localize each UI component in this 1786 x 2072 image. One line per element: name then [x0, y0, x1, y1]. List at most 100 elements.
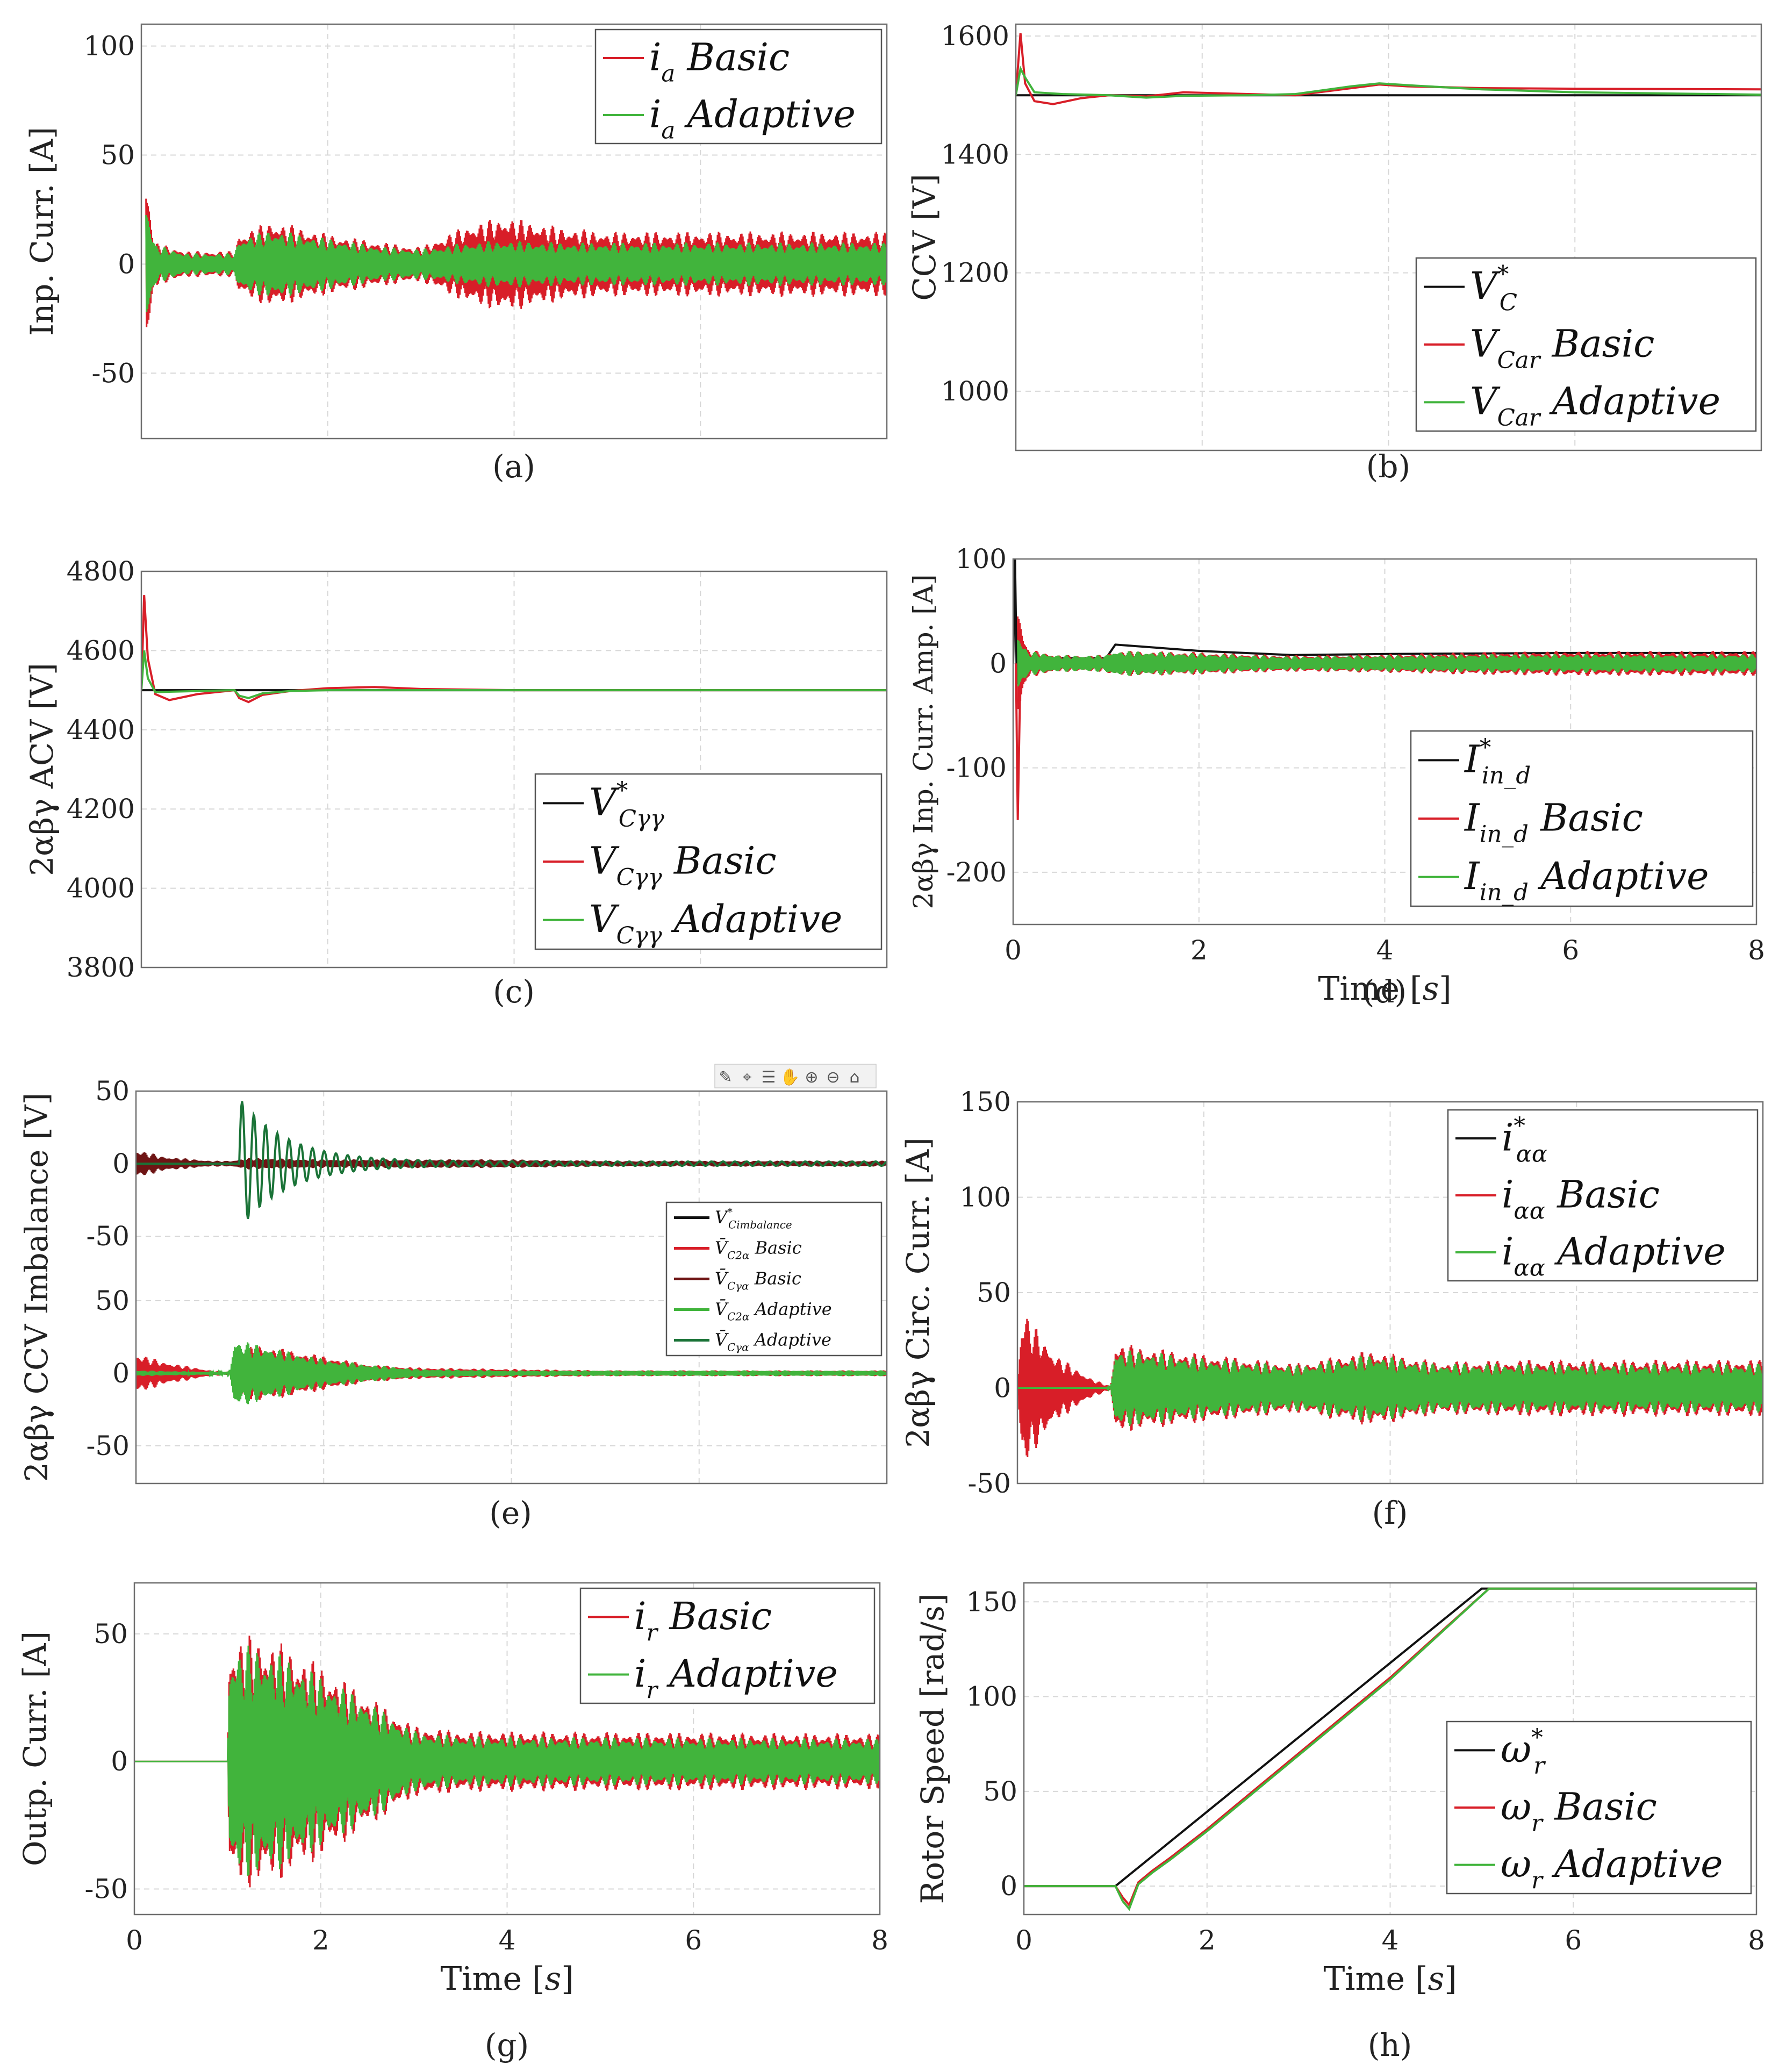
brush-icon[interactable]: ✎ — [719, 1068, 732, 1087]
legend-entry: ia Adaptive — [649, 92, 856, 144]
y-tick-label: 4200 — [67, 793, 135, 825]
y-tick-label: -50 — [967, 1468, 1011, 1499]
legend-entry: ia Basic — [649, 35, 790, 87]
legend-box — [1415, 257, 1757, 432]
caption: (g) — [485, 2027, 529, 2063]
y-tick-label: 0 — [118, 248, 135, 279]
toolbar-bg — [714, 1064, 877, 1088]
y-tick-label: 100 — [956, 543, 1007, 575]
home-icon[interactable]: ⌂ — [849, 1068, 859, 1087]
series-ω-r-adaptive — [1024, 1587, 1756, 1911]
x-axis-label: Time [s] — [1318, 970, 1451, 1008]
legend-entry: Iin_d Basic — [1464, 795, 1643, 848]
series-group — [1013, 559, 1756, 820]
y-tick-labels: 4800 4600 4400 4200 4000 3800 — [67, 556, 135, 983]
legend-entry: ωr Adaptive — [1501, 1842, 1723, 1894]
legend-icon[interactable]: ☰ — [762, 1068, 776, 1087]
series-group — [145, 198, 887, 327]
legend-entry: I* in_d — [1464, 734, 1531, 790]
caption: (d) — [1362, 973, 1407, 1010]
y-axis-label: CCV [V] — [906, 174, 943, 300]
legend-entry: V* Cγγ — [589, 777, 664, 833]
y-tick-label: 0 — [112, 1148, 130, 1179]
series-i-a-adaptive — [145, 215, 887, 312]
y-axis-label: Inp. Curr. [A] — [24, 127, 60, 336]
y-axis-label: 2αβγ Inp. Curr. Amp. [A] — [908, 575, 939, 909]
legend-box — [1410, 730, 1754, 907]
y-tick-label: -50 — [84, 1874, 128, 1905]
legend-entry: V̄C2α Adaptive — [715, 1299, 832, 1323]
x-tick-label: 2 — [1199, 1925, 1216, 1956]
legend-entry: Iin_d Adaptive — [1464, 854, 1709, 906]
series-group — [1024, 1587, 1756, 1911]
x-tick-label: 2 — [1190, 935, 1208, 966]
y-tick-label: 50 — [977, 1277, 1011, 1308]
series-v-cγγ-adaptive — [141, 650, 887, 699]
y-tick-label: -50 — [86, 1221, 130, 1252]
caption: (h) — [1368, 2027, 1412, 2063]
y-tick-label: 100 — [966, 1681, 1017, 1712]
y-axis-label: 2αβγ ACV [V] — [24, 663, 60, 876]
legend-entry: ir Basic — [634, 1594, 772, 1646]
legend-entry: V̄Cγα Basic — [715, 1268, 801, 1293]
series-group — [1016, 33, 1761, 105]
y-tick-label: 150 — [966, 1586, 1017, 1617]
series-i-in-d-reference — [1013, 559, 1756, 685]
y-axis-label: Outp. Curr. [A] — [17, 1631, 53, 1866]
y-tick-label: 100 — [84, 31, 135, 62]
legend-box — [534, 773, 883, 950]
y-tick-label: 100 — [960, 1182, 1011, 1213]
x-tick-label: 4 — [1382, 1925, 1399, 1956]
x-axis-label: Time [s] — [1323, 1960, 1457, 1998]
x-tick-label: 8 — [871, 1925, 888, 1956]
x-tick-label: 8 — [1748, 935, 1765, 966]
legend-box — [594, 28, 883, 145]
legend-box — [1446, 1720, 1752, 1895]
axes-frame — [1023, 1582, 1758, 1916]
y-tick-label: 3800 — [67, 952, 135, 983]
y-tick-label: 4400 — [67, 714, 135, 745]
x-tick-label: 0 — [1005, 935, 1022, 966]
y-tick-label: 0 — [112, 1358, 130, 1389]
legend-entry: V̄C2α Basic — [715, 1238, 802, 1262]
x-tick-label: 6 — [685, 1925, 702, 1956]
legend-entry: V* Cimbalance — [715, 1206, 792, 1231]
y-tick-label: 150 — [960, 1086, 1011, 1117]
series-group — [141, 595, 887, 704]
legend-entry: VCγγ Adaptive — [589, 897, 842, 949]
axes-frame — [133, 1582, 881, 1916]
data-tip-icon[interactable]: ⌖ — [743, 1068, 752, 1087]
y-tick-label: 0 — [1000, 1870, 1017, 1902]
legend-entry: VCγγ Basic — [589, 838, 777, 891]
x-tick-label: 8 — [1748, 1925, 1765, 1956]
caption: (f) — [1372, 1495, 1408, 1531]
x-tick-label: 0 — [1015, 1925, 1032, 1956]
axes-frame — [135, 1090, 888, 1485]
y-tick-labels: 150 100 50 0 — [966, 1586, 1017, 1902]
chart-g: 50 0 -50 0 2 4 6 8 Time [s] Outp. Curr. [A] (g) ir … — [17, 1582, 888, 2063]
y-tick-label: -200 — [946, 857, 1007, 888]
caption: (c) — [493, 973, 535, 1010]
y-tick-label: 50 — [983, 1776, 1017, 1807]
legend-entry: VCar Adaptive — [1470, 379, 1720, 432]
axes-frame — [140, 23, 888, 440]
series-i-αα-adaptive — [1017, 1350, 1763, 1426]
zoom-in-icon[interactable]: ⊕ — [805, 1068, 818, 1087]
y-tick-label: -50 — [86, 1430, 130, 1461]
y-tick-label: -50 — [91, 357, 135, 389]
y-axis-label: Rotor Speed [rad/s] — [914, 1593, 951, 1904]
zoom-out-icon[interactable]: ⊖ — [826, 1068, 840, 1087]
pan-hand-icon[interactable]: ✋ — [780, 1067, 800, 1087]
axes-frame — [1015, 23, 1762, 451]
y-tick-label: 4000 — [67, 873, 135, 904]
x-axis-label: Time [s] — [440, 1960, 573, 1998]
y-tick-label: 4800 — [67, 556, 135, 587]
